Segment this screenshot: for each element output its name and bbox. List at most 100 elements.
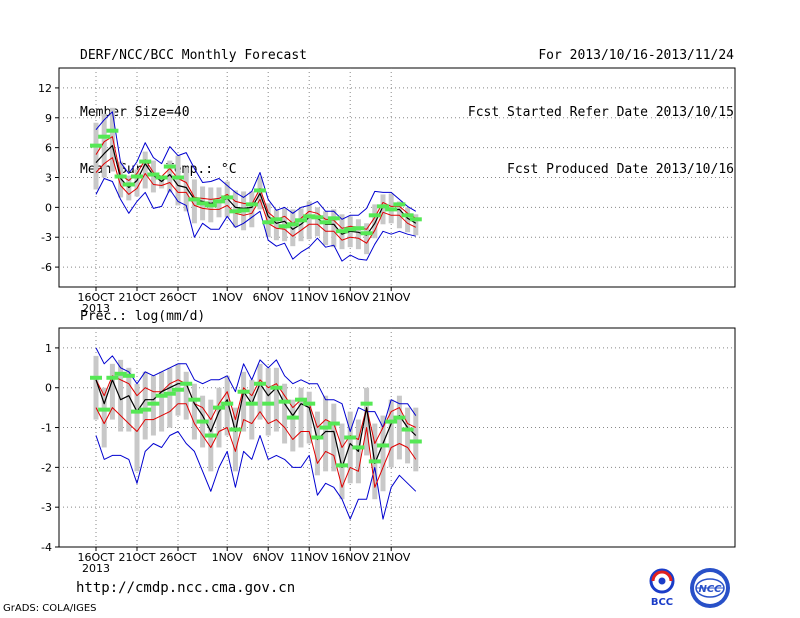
- panel1-observed-marker: [319, 220, 332, 225]
- panel1-year-label: 2013: [82, 302, 110, 315]
- panel1-x-tick-label: 21OCT: [118, 291, 155, 304]
- panel2-y-tick-label: 0: [45, 382, 52, 395]
- panel2-spread-bar: [405, 407, 411, 464]
- panel2-spread-bar: [388, 399, 394, 468]
- forecast-period: For 2013/10/16-2013/11/24: [538, 48, 734, 63]
- panel2-spread-bar: [249, 379, 255, 440]
- panel2-spread-bar: [331, 403, 337, 472]
- panel2-observed-marker: [221, 401, 234, 406]
- panel1-spread-bar: [167, 160, 173, 193]
- panel1-observed-marker: [204, 203, 217, 208]
- panel2-spread-bar: [290, 399, 296, 452]
- panel2-spread-bar: [306, 391, 312, 444]
- panel2-x-tick-label: 26OCT: [159, 551, 196, 564]
- panel2-observed-marker: [286, 415, 299, 420]
- panel2-spread-bar: [347, 411, 353, 484]
- panel1-observed-marker: [213, 199, 225, 204]
- panel1-observed-marker: [114, 174, 127, 179]
- panel2-observed-marker: [393, 415, 406, 420]
- panel2-observed-marker: [377, 443, 389, 448]
- panel1-observed-marker: [352, 226, 365, 231]
- panel1-observed-marker: [245, 202, 258, 207]
- panel2-spread-bar: [323, 395, 329, 472]
- panel2-spread-bar: [118, 359, 124, 432]
- chart-title: DERF/NCC/BCC Monthly Forecast: [80, 48, 307, 63]
- panel1-observed-marker: [262, 220, 275, 225]
- panel2-x-tick-label: 11NOV: [290, 551, 329, 564]
- panel1-observed-marker: [295, 218, 307, 223]
- panel1-y-tick-label: 9: [45, 112, 52, 125]
- panel1-spread-bar: [306, 201, 312, 240]
- panel1-observed-marker: [254, 188, 266, 193]
- panel1-x-tick-label: 1NOV: [212, 291, 244, 304]
- panel1-observed-marker: [229, 209, 242, 214]
- panel1-observed-marker: [106, 128, 119, 133]
- panel1-observed-marker: [270, 217, 283, 222]
- panel1-observed-marker: [147, 172, 160, 177]
- panel1-spread-bar: [142, 151, 148, 189]
- panel2-y-tick-label: -3: [41, 501, 52, 514]
- panel1-spread-bar: [355, 219, 361, 250]
- panel1-observed-marker: [98, 134, 111, 139]
- panel1-x-tick-label: 16OCT: [77, 291, 114, 304]
- panel1-observed-marker: [385, 207, 398, 212]
- panel2-spread-bar: [101, 387, 107, 448]
- panel2-spread-bar: [216, 387, 222, 448]
- panel1-spread-bar: [118, 161, 124, 198]
- panel2-observed-marker: [409, 439, 422, 444]
- panel1-spread-bar: [175, 155, 181, 206]
- header-right: For 2013/10/16-2013/11/24 Fcst Started R…: [468, 8, 734, 198]
- panel1-spread-bar: [232, 190, 238, 228]
- panel1-x-tick-label: 21NOV: [372, 291, 411, 304]
- panel1-observed-marker: [122, 182, 135, 187]
- panel2-spread-bar: [241, 371, 247, 432]
- panel1-y-tick-label: 0: [45, 201, 52, 214]
- panel2-observed-marker: [131, 409, 143, 414]
- panel1-spread-bar: [183, 167, 189, 212]
- panel1-observed-marker: [188, 197, 201, 202]
- panel2-x-tick-label: 16OCT: [77, 551, 114, 564]
- panel1-observed-marker: [286, 222, 299, 227]
- footer-url[interactable]: http://cmdp.ncc.cma.gov.cn: [76, 580, 296, 596]
- panel2-spread-bar: [142, 371, 148, 440]
- variable-label-precip: Prec.: log(mm/d): [80, 309, 206, 324]
- panel2-y-tick-label: -2: [41, 461, 52, 474]
- panel2-observed-marker: [90, 375, 102, 380]
- panel2-observed-marker: [180, 381, 193, 386]
- panel2-observed-marker: [245, 401, 258, 406]
- panel2-spread-bar: [282, 383, 288, 444]
- panel1-spread-bar: [413, 214, 419, 236]
- panel2-frame: [58, 327, 736, 548]
- panel1-observed-marker: [368, 213, 381, 218]
- panel2-observed-marker: [196, 419, 209, 424]
- panel2-observed-marker: [360, 401, 373, 406]
- panel2-spread-bar: [134, 383, 140, 472]
- panel2-observed-marker: [401, 427, 414, 432]
- panel2-min-line: [95, 431, 417, 520]
- panel1-x-tick-label: 16NOV: [331, 291, 370, 304]
- panel2-observed-marker: [352, 445, 365, 450]
- panel1-observed-marker: [327, 216, 340, 221]
- ncc-logo: NCC: [690, 568, 730, 608]
- panel2-observed-marker: [229, 427, 242, 432]
- panel2-p90-line: [95, 375, 417, 448]
- panel2-observed-marker: [106, 375, 119, 380]
- panel1-observed-marker: [172, 175, 184, 180]
- panel2-observed-marker: [237, 389, 250, 394]
- panel1-max-line: [95, 111, 417, 220]
- panel2-observed-marker: [155, 393, 168, 398]
- panel2-observed-marker: [344, 435, 357, 440]
- panel1-spread-bar: [109, 107, 115, 172]
- panel2-spread-bar: [126, 367, 132, 432]
- panel1-spread-bar: [331, 209, 337, 248]
- panel1-spread-bar: [101, 113, 107, 178]
- panel1-observed-marker: [139, 159, 152, 164]
- panel2-spread-bar: [183, 371, 189, 420]
- panel2-spread-bar: [109, 363, 115, 420]
- panel1-observed-marker: [344, 227, 357, 232]
- panel1-observed-marker: [311, 215, 324, 220]
- panel1-observed-marker: [360, 231, 373, 236]
- panel2-observed-marker: [270, 385, 283, 390]
- panel1-observed-marker: [336, 229, 348, 234]
- panel2-spread-bar: [93, 355, 99, 420]
